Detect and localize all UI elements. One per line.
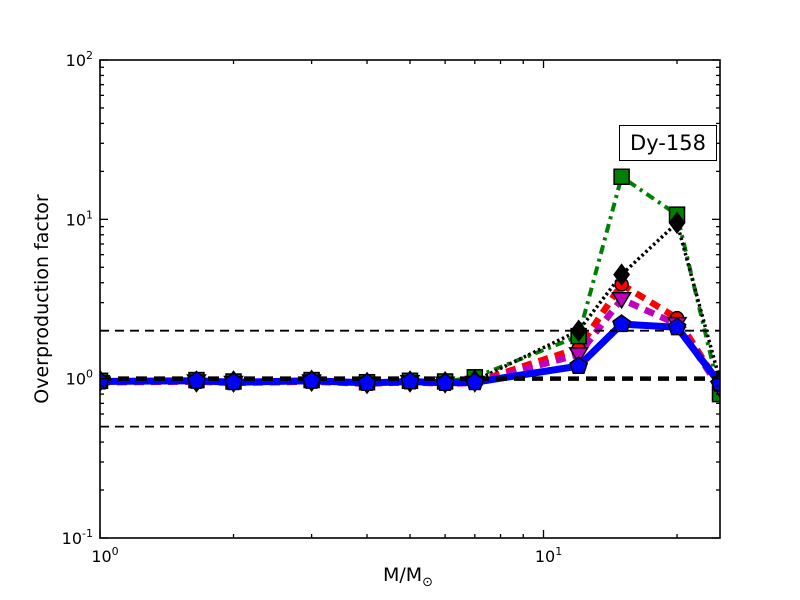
y-axis-title: Overproduction factor: [31, 194, 53, 403]
solar-mass-symbol: ⊙: [422, 575, 434, 590]
x-axis-title: M/M⊙: [383, 564, 433, 590]
x-axis-title-text: M/M: [382, 564, 423, 586]
isotope-label-box: Dy-158: [619, 125, 717, 161]
plot-area: [100, 168, 720, 428]
markers-blue-solid-pentagons: [100, 314, 720, 392]
y-axis-title-text: Overproduction factor: [31, 194, 53, 404]
series-line-green-dashdot-squares: [100, 173, 720, 395]
axis-ticks: [99, 59, 720, 539]
isotope-label-text: Dy-158: [630, 131, 706, 155]
